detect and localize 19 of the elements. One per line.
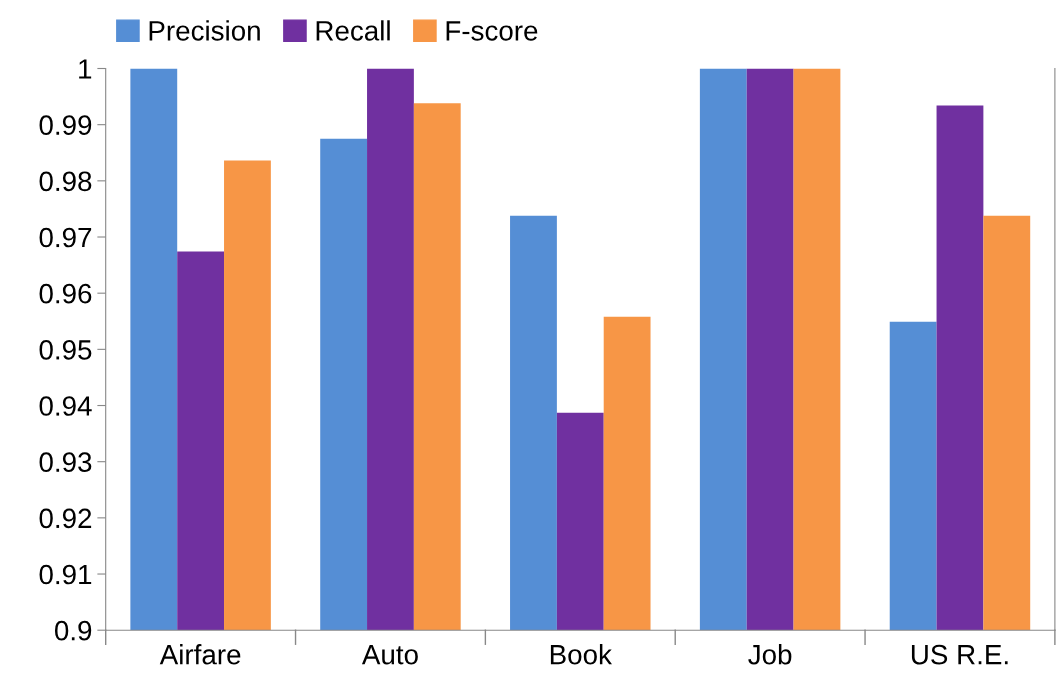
x-tick-label: Airfare (159, 644, 241, 665)
y-tick-label: 0.96 (39, 283, 92, 304)
y-tick-label: 0.91 (39, 564, 92, 585)
y-tick-label: 0.94 (39, 396, 92, 416)
legend-label: Precision (149, 20, 260, 41)
y-tick-label: 0.97 (39, 227, 92, 248)
y-tick-label: 0.92 (39, 508, 92, 529)
x-tick-label: Auto (361, 645, 418, 665)
y-tick-label: 0.98 (39, 171, 92, 192)
y-tick-label: 1 (79, 59, 92, 79)
y-tick-label: 0.93 (39, 452, 92, 473)
legend-label: F-score (446, 21, 538, 41)
legend-label: Recall (316, 20, 390, 41)
x-tick-label: Job (748, 644, 792, 665)
y-tick-label: 0.9 (54, 620, 92, 641)
y-tick-label: 0.99 (39, 115, 92, 136)
y-tick-label: 0.95 (39, 340, 92, 360)
x-tick-label: Book (550, 644, 612, 665)
x-tick-label: US R.E. (911, 644, 1008, 665)
